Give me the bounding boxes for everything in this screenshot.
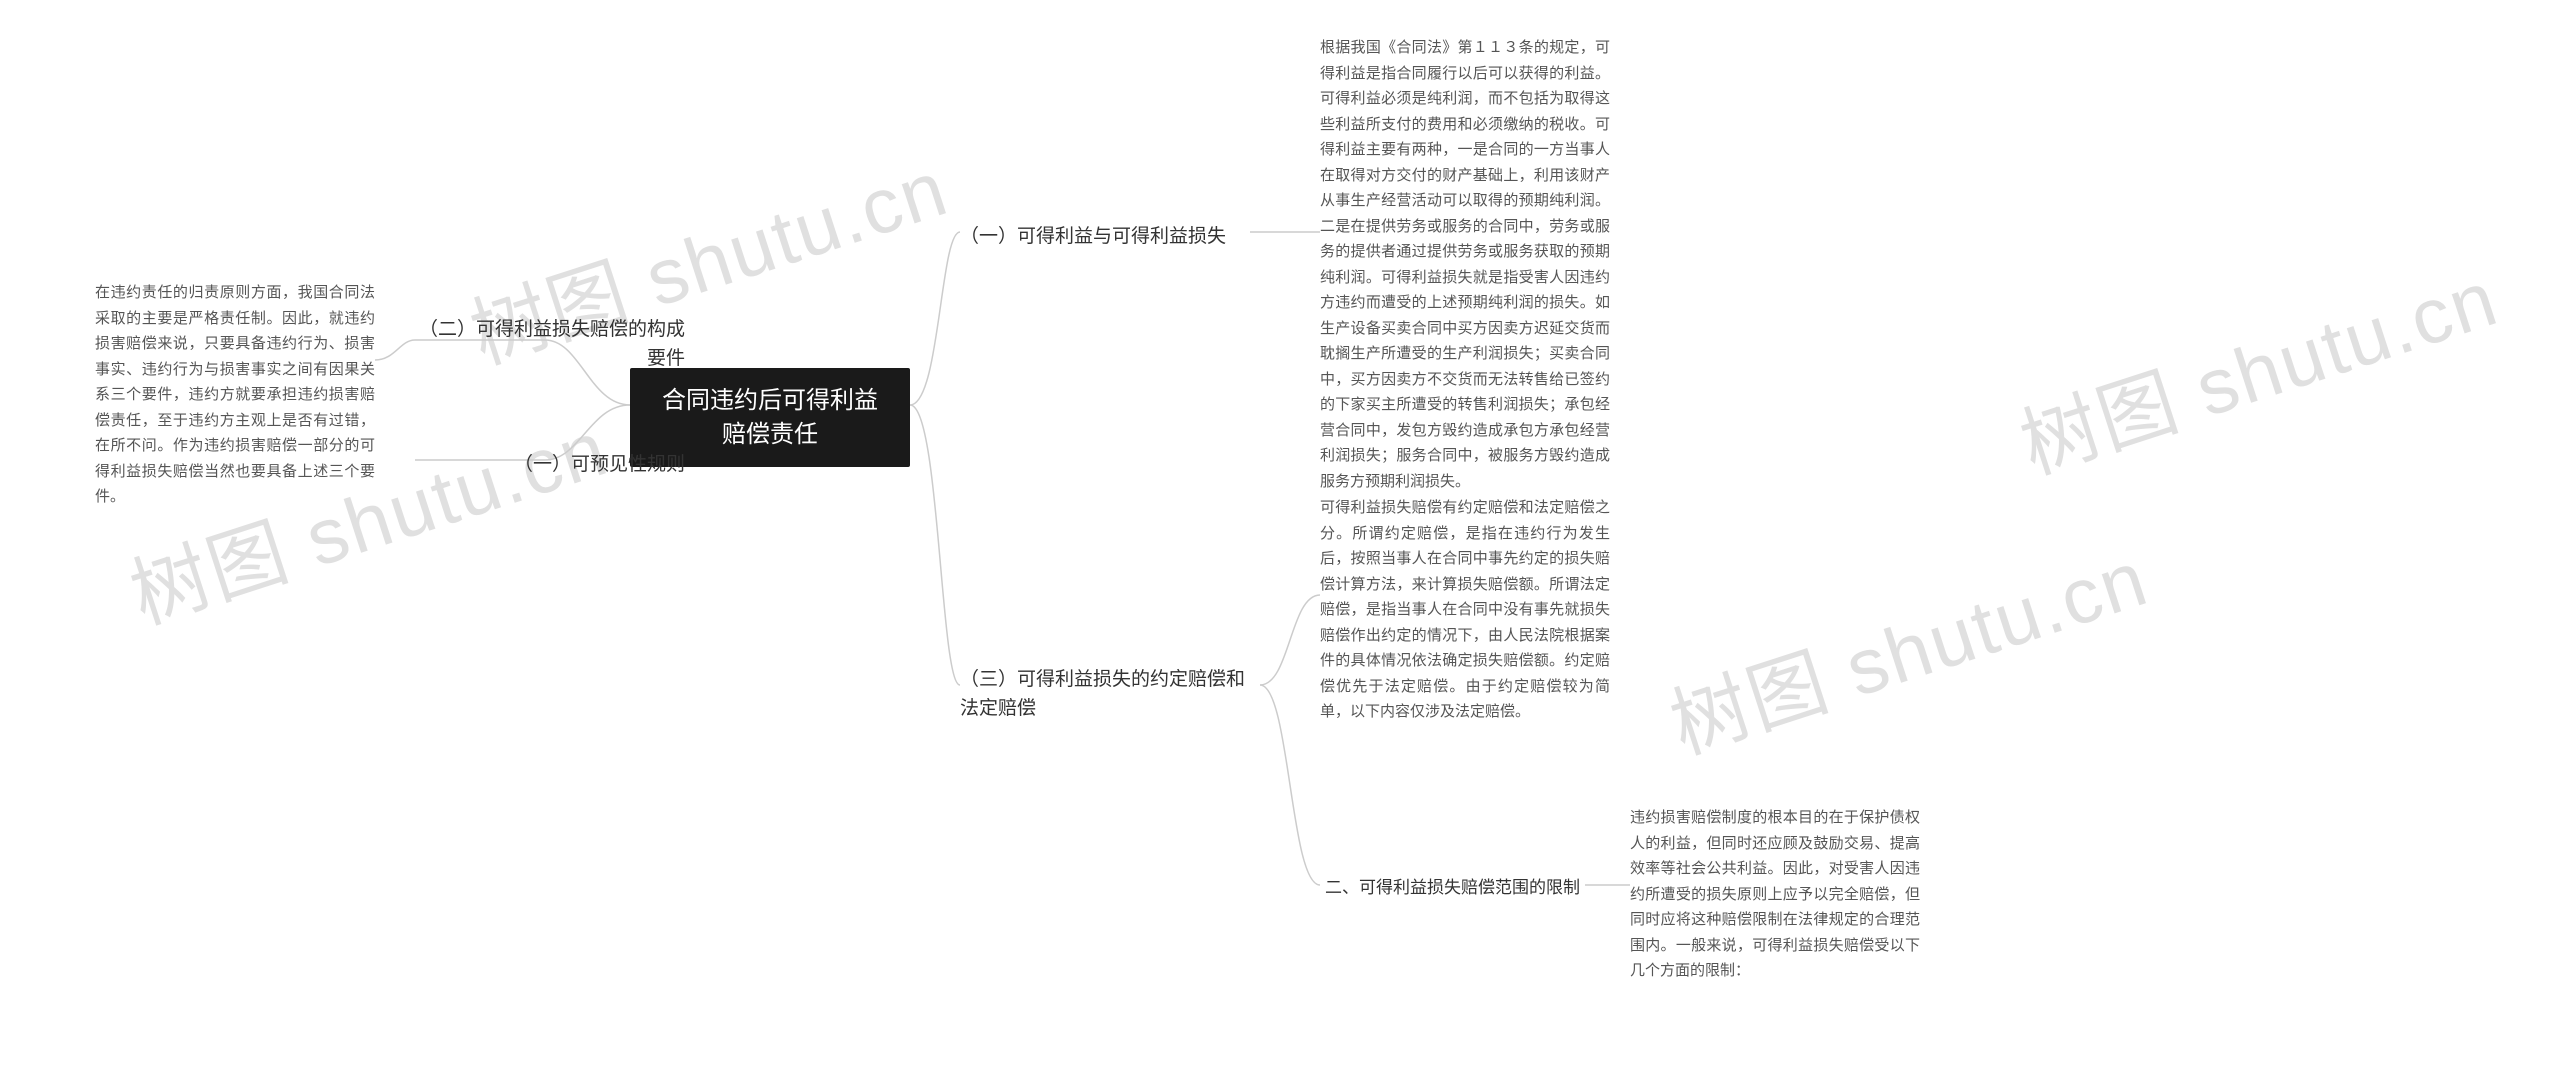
watermark: 树图 shutu.cn [1655,516,2160,775]
leaf-available-interest-text: 根据我国《合同法》第１１３条的规定，可得利益是指合同履行以后可以获得的利益。可得… [1320,35,1610,494]
branch-left-foreseeability[interactable]: （一）可预见性规则 [415,450,685,479]
mindmap-connectors [0,0,2560,1065]
branch-scope-limitation[interactable]: 二、可得利益损失赔偿范围的限制 [1325,875,1585,901]
branch-right-agreed-statutory[interactable]: （三）可得利益损失的约定赔偿和法定赔偿 [960,665,1260,724]
branch-left-constitutive-elements[interactable]: （二）可得利益损失赔偿的构成要件 [415,315,685,374]
watermark: 树图 shutu.cn [2005,236,2510,495]
leaf-agreed-statutory-text: 可得利益损失赔偿有约定赔偿和法定赔偿之分。所谓约定赔偿，是指在违约行为发生后，按… [1320,495,1610,725]
leaf-constitutive-elements-text: 在违约责任的归责原则方面，我国合同法采取的主要是严格责任制。因此，就违约损害赔偿… [95,280,375,510]
leaf-scope-limitation-text: 违约损害赔偿制度的根本目的在于保护债权人的利益，但同时还应顾及鼓励交易、提高效率… [1630,805,1920,984]
branch-right-available-interest[interactable]: （一）可得利益与可得利益损失 [960,222,1250,251]
